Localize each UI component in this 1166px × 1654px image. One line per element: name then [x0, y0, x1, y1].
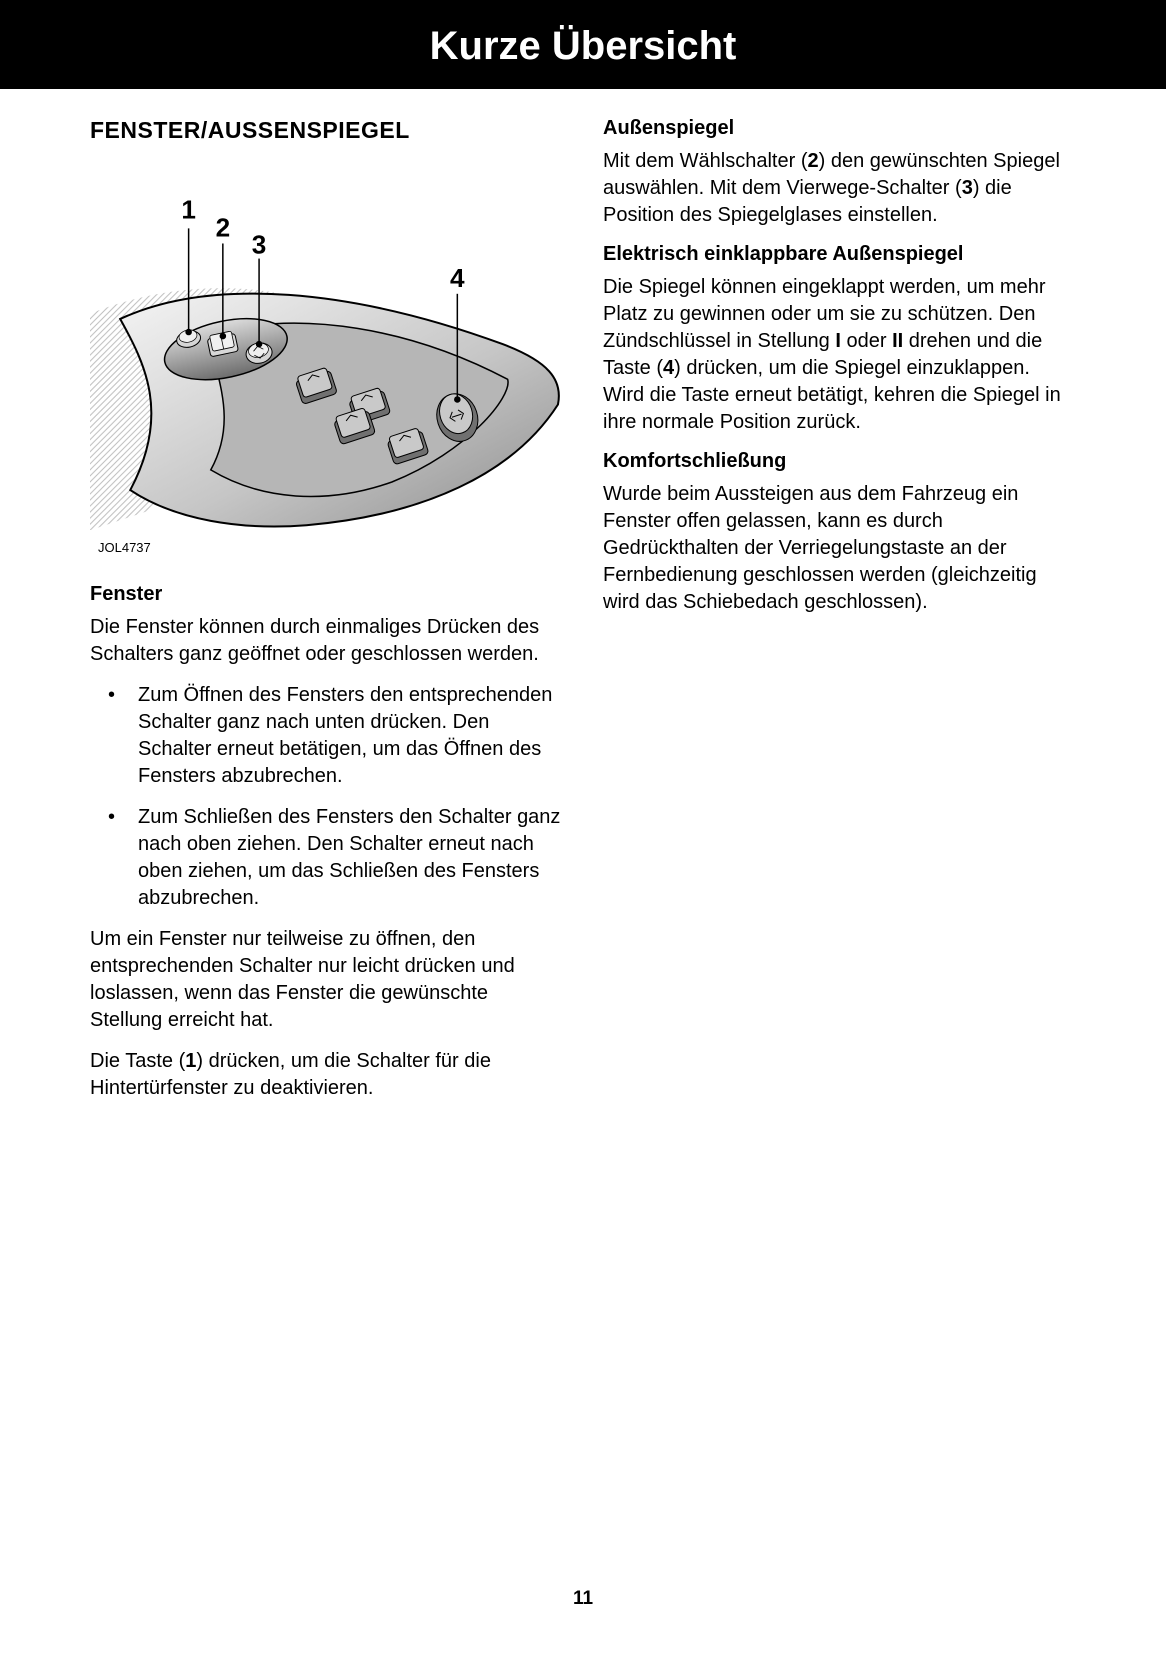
section-heading: FENSTER/AUSSENSPIEGEL — [90, 117, 563, 144]
bullet-close: Zum Schließen des Fensters den Schalter … — [90, 804, 563, 912]
callout-2: 2 — [216, 212, 231, 242]
para-partial-open: Um ein Fenster nur teilweise zu öffnen, … — [90, 926, 563, 1034]
subhead-aussenspiegel: Außenspiegel — [603, 117, 1076, 140]
page-title: Kurze Übersicht — [0, 24, 1166, 69]
callout-1: 1 — [181, 194, 196, 224]
page-header: Kurze Übersicht — [0, 0, 1166, 89]
para-komfort: Wurde beim Aussteigen aus dem Fahrzeug e… — [603, 481, 1076, 616]
door-panel-figure: 1 2 3 4 — [90, 168, 563, 530]
subhead-komfort: Komfortschließung — [603, 450, 1076, 473]
para-rear-disable: Die Taste (1) drücken, um die Schalter f… — [90, 1048, 563, 1102]
para-fold-mirrors: Die Spiegel können eingeklappt werden, u… — [603, 274, 1076, 436]
bullet-open: Zum Öffnen des Fensters den entsprechend… — [90, 682, 563, 790]
content-columns: FENSTER/AUSSENSPIEGEL — [0, 89, 1166, 1116]
para-fenster-intro: Die Fenster können durch einmaliges Drüc… — [90, 614, 563, 668]
left-column: FENSTER/AUSSENSPIEGEL — [90, 117, 563, 1116]
fenster-bullets: Zum Öffnen des Fensters den entsprechend… — [90, 682, 563, 912]
subhead-fold-mirrors: Elektrisch einklappbare Außenspiegel — [603, 243, 1076, 266]
subhead-fenster: Fenster — [90, 583, 563, 606]
figure-id: JOL4737 — [98, 540, 563, 555]
callout-3: 3 — [252, 230, 267, 260]
door-panel-svg: 1 2 3 4 — [90, 168, 563, 530]
page-number: 11 — [0, 1588, 1166, 1610]
para-mirror-select: Mit dem Wählschalter (2) den gewünschten… — [603, 148, 1076, 229]
right-column: Außenspiegel Mit dem Wählschalter (2) de… — [603, 117, 1076, 1116]
callout-4: 4 — [450, 263, 465, 293]
